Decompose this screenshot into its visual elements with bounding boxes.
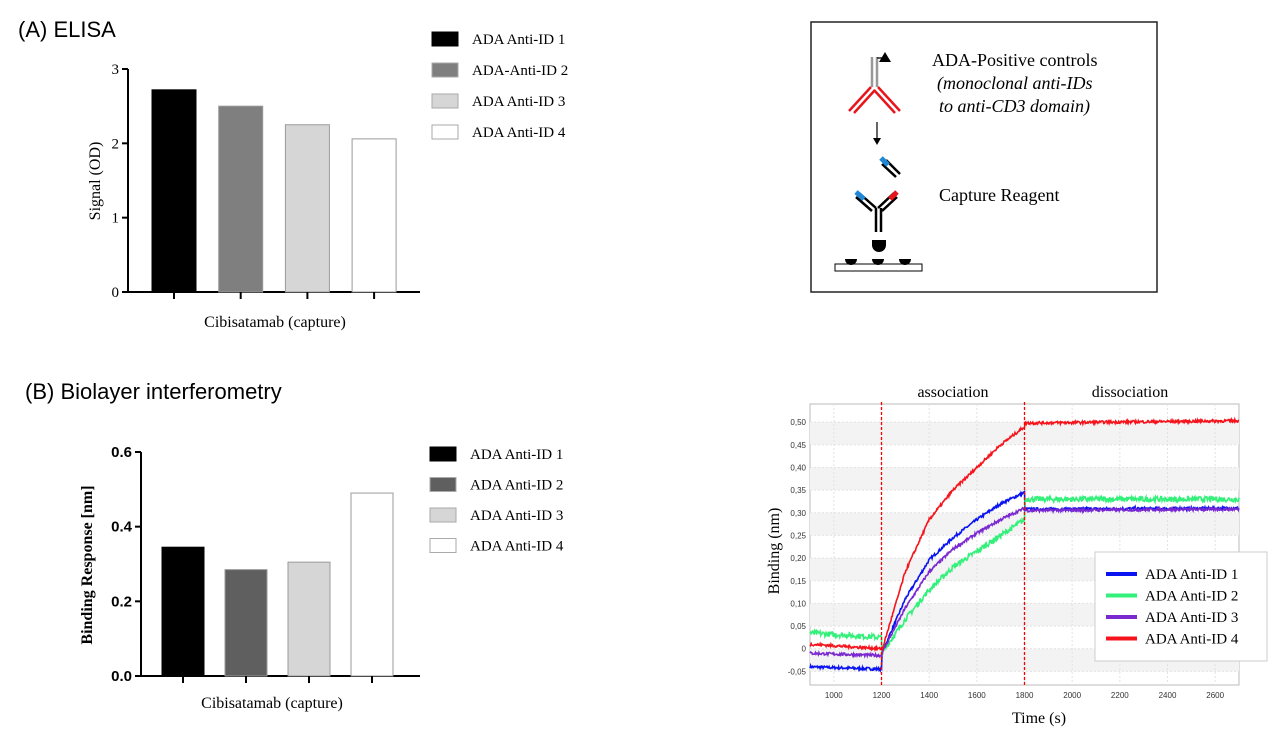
- x-tick-label: 1800: [1016, 691, 1034, 700]
- legend-label-2: ADA Anti-ID 2: [1145, 589, 1238, 605]
- y-tick-label: 0.2: [111, 593, 132, 610]
- legend-box: [1094, 551, 1268, 662]
- x-tick-label: 2400: [1159, 691, 1177, 700]
- legend-label-3: ADA Anti-ID 3: [1145, 610, 1238, 626]
- legend-swatch-4: [431, 124, 459, 140]
- phase-label-association: association: [917, 384, 988, 401]
- y-tick-label: 0: [112, 285, 120, 301]
- legend-swatch-3: [431, 93, 459, 109]
- y-tick-label: 0,10: [790, 599, 806, 608]
- x-tick-label: 2000: [1063, 691, 1081, 700]
- legend-label-4: ADA Anti-ID 4: [1145, 632, 1239, 648]
- positive-controls-note-line2: to anti-CD3 domain): [939, 96, 1090, 117]
- panel-b-title: (B) Biolayer interferometry: [25, 379, 282, 404]
- y-axis-label: Binding (nm): [766, 508, 783, 595]
- down-arrow-icon: [873, 122, 881, 145]
- x-tick-label: 1200: [873, 691, 891, 700]
- elisa-bar-chart: Signal (OD) Cibisatamab (capture) 0 1 2 3: [87, 62, 420, 331]
- legend-label-1: ADA Anti-ID 1: [472, 32, 565, 48]
- y-tick-label: 0,25: [790, 531, 806, 540]
- assay-diagram: ADA-Positive controls (monoclonal anti-I…: [810, 21, 1158, 293]
- legend-swatch-2: [431, 62, 459, 78]
- legend-swatch-4: [429, 538, 457, 553]
- legend-label-1: ADA Anti-ID 1: [1145, 567, 1238, 583]
- y-tick-label: 0,20: [790, 554, 806, 563]
- y-tick-label: 1: [112, 211, 120, 227]
- legend-swatch-2: [429, 477, 457, 492]
- y-tick-label: 0.6: [111, 444, 132, 461]
- legend-swatch-1: [431, 31, 459, 47]
- diagram-frame: [810, 21, 1158, 293]
- legend-label-3: ADA Anti-ID 3: [470, 508, 563, 524]
- bar-1: [161, 546, 205, 677]
- y-tick-label: 0,05: [790, 622, 806, 631]
- y-tick-label: 0,35: [790, 486, 806, 495]
- x-tick-label: 2200: [1111, 691, 1129, 700]
- legend-swatch-3: [429, 507, 457, 523]
- bar-3: [287, 561, 331, 677]
- x-tick-label: 1000: [825, 691, 843, 700]
- bar-4: [351, 138, 397, 293]
- panel-a-title: (A) ELISA: [18, 17, 116, 42]
- phase-label-dissociation: dissociation: [1092, 384, 1168, 401]
- y-tick-label: 0,45: [790, 441, 806, 450]
- y-axis-label: Signal (OD): [87, 142, 104, 221]
- bli-bar-chart: Binding Response [nm] Cibisatamab (captu…: [79, 444, 420, 712]
- legend-swatch-1: [429, 446, 457, 462]
- legend-label-1: ADA Anti-ID 1: [470, 447, 563, 463]
- legend-label-4: ADA Anti-ID 4: [470, 539, 564, 555]
- legend-label-2: ADA-Anti-ID 2: [472, 63, 568, 79]
- y-tick-label: 0,40: [790, 463, 806, 472]
- bar-3: [284, 124, 330, 293]
- bar-2: [218, 105, 264, 293]
- y-tick-label: -0,05: [788, 667, 807, 676]
- x-tick-label: 1400: [920, 691, 938, 700]
- y-tick-label: 0.4: [111, 519, 133, 536]
- bar-4: [350, 492, 394, 677]
- y-axis-label: Binding Response [nm]: [79, 485, 96, 644]
- legend-label-3: ADA Anti-ID 3: [472, 94, 565, 110]
- legend-label-2: ADA Anti-ID 2: [470, 478, 563, 494]
- y-tick-label: 0,15: [790, 577, 806, 586]
- y-tick-label: 0,30: [790, 509, 806, 518]
- y-tick-label: 0.0: [111, 668, 132, 685]
- bar-2: [224, 569, 268, 677]
- x-axis-label: Time (s): [1012, 710, 1066, 727]
- positive-controls-note-line1: (monoclonal anti-IDs: [937, 73, 1092, 94]
- y-tick-label: 2: [112, 136, 120, 152]
- positive-controls-label: ADA-Positive controls: [932, 50, 1098, 70]
- x-tick-label: 1600: [968, 691, 986, 700]
- bar-1: [151, 89, 197, 293]
- x-tick-label: 2600: [1206, 691, 1224, 700]
- x-axis-label: Cibisatamab (capture): [201, 695, 343, 712]
- legend-label-4: ADA Anti-ID 4: [472, 125, 566, 141]
- y-tick-label: 0: [802, 645, 807, 654]
- y-tick-label: 0,50: [790, 418, 806, 427]
- elisa-legend: ADA Anti-ID 1 ADA-Anti-ID 2 ADA Anti-ID 3 A…: [431, 31, 568, 141]
- x-axis-label: Cibisatamab (capture): [204, 314, 346, 331]
- capture-reagent-icon: [834, 156, 923, 272]
- bli-kinetics-chart: -0,05 0 0,05 0,10 0,15 0,20 0,25 0,30 0,35 0,40 0,…: [766, 384, 1268, 727]
- bli-legend: ADA Anti-ID 1 ADA Anti-ID 2 ADA Anti-ID 3 A…: [429, 446, 564, 555]
- y-tick-label: 3: [112, 62, 120, 78]
- anti-id-antibody-icon: [848, 52, 901, 114]
- capture-reagent-label: Capture Reagent: [939, 185, 1059, 205]
